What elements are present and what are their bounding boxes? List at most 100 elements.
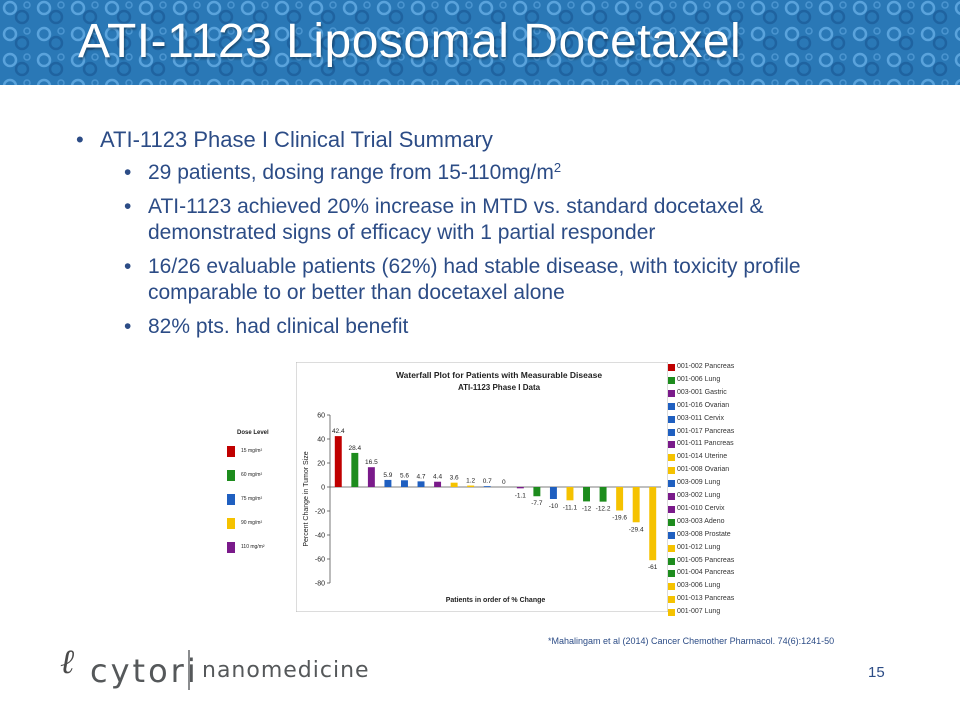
patient-label: 001-006 Lung (677, 375, 721, 383)
chart-subtitle: ATI-1123 Phase I Data (458, 383, 541, 392)
bar (632, 487, 640, 523)
patient-label: 001-004 Pancreas (677, 569, 735, 577)
patient-label: 001-013 Pancreas (677, 595, 735, 603)
patient-label: 001-005 Pancreas (677, 556, 735, 564)
bar-value-label: 4.4 (433, 474, 442, 481)
bar (467, 485, 475, 487)
bar (533, 487, 541, 497)
patient-swatch (668, 376, 675, 384)
patient-legend-item: 001-006 Lung (668, 375, 758, 387)
bar (417, 481, 425, 487)
patient-legend-item: 003-006 Lung (668, 581, 758, 593)
patient-legend-item: 003-008 Prostate (668, 530, 758, 542)
patient-label: 003-008 Prostate (677, 530, 731, 538)
dose-swatch (227, 518, 235, 529)
y-tick-label: 60 (317, 413, 325, 420)
bar-value-label: -1.1 (515, 492, 527, 499)
bar (616, 487, 624, 511)
y-tick-label: 40 (317, 437, 325, 444)
bullet-sub-text: 16/26 evaluable patients (62%) had stabl… (148, 255, 801, 304)
patient-swatch (668, 583, 675, 591)
citation: *Mahalingam et al (2014) Cancer Chemothe… (548, 636, 835, 646)
bar-value-label: 42.4 (332, 428, 345, 435)
bar (334, 436, 342, 487)
y-tick-label: 20 (317, 461, 325, 468)
patient-swatch (668, 389, 675, 397)
patient-label: 001-007 Lung (677, 608, 721, 616)
patient-legend-item: 003-001 Gastric (668, 388, 758, 400)
patient-swatch (668, 467, 675, 475)
dose-swatch (227, 542, 235, 553)
patient-legend-item: 001-013 Pancreas (668, 594, 758, 606)
bullet-sub-text: ATI-1123 achieved 20% increase in MTD vs… (148, 195, 764, 244)
dose-legend-item: 60 mg/m² (227, 470, 287, 482)
slide-title: ATI-1123 Liposomal Docetaxel (78, 15, 742, 68)
patient-swatch (668, 531, 675, 539)
patient-swatch (668, 441, 675, 449)
patient-legend-item: 001-007 Lung (668, 607, 758, 619)
bar (367, 467, 375, 487)
bullet-dot: • (76, 127, 84, 152)
patient-swatch (668, 402, 675, 410)
patient-swatch (668, 454, 675, 462)
patient-swatch (668, 570, 675, 578)
dose-swatch (227, 494, 235, 505)
patient-swatch (668, 518, 675, 526)
patient-label: 001-017 Pancreas (677, 427, 735, 435)
patient-label: 003-003 Adeno (677, 517, 725, 525)
bar (483, 486, 491, 487)
patient-label: 001-012 Lung (677, 543, 721, 551)
bar (583, 487, 591, 502)
patient-swatch (668, 364, 675, 371)
bar-value-label: -7.7 (531, 500, 543, 507)
logo-brand: cytori (90, 652, 199, 690)
bullet-sub-text: 29 patients, dosing range from 15-110mg/… (148, 161, 554, 184)
bar-value-label: -12.2 (596, 506, 611, 513)
patient-legend-item: 001-011 Pancreas (668, 439, 758, 451)
bullet-dot: • (124, 195, 132, 218)
bullet-sub: • 16/26 evaluable patients (62%) had sta… (76, 254, 876, 306)
bullet-main: • ATI-1123 Phase I Clinical Trial Summar… (76, 126, 876, 154)
patient-label: 003-006 Lung (677, 582, 721, 590)
patient-legend-item: 001-017 Pancreas (668, 427, 758, 439)
bar-value-label: -19.6 (612, 515, 627, 522)
waterfall-chart: Waterfall Plot for Patients with Measura… (296, 362, 668, 612)
banner-pattern (0, 0, 960, 85)
dose-legend-item: 75 mg/m² (227, 494, 287, 506)
bullet-sub: • 29 patients, dosing range from 15-110m… (76, 160, 876, 186)
dose-legend-title: Dose Level (237, 430, 269, 436)
cytori-logo: ℓ cytori nanomedicine (60, 640, 380, 700)
patient-legend-item: 003-002 Lung (668, 491, 758, 503)
y-tick-label: -80 (315, 581, 325, 588)
bar-value-label: -61 (648, 564, 658, 571)
logo-divider (188, 650, 190, 690)
dose-label: 75 mg/m² (241, 496, 263, 502)
patient-legend-item: 001-005 Pancreas (668, 556, 758, 568)
patient-swatch (668, 428, 675, 436)
patient-label: 001-002 Pancreas (677, 363, 735, 370)
y-tick-label: 0 (321, 485, 325, 492)
bar (434, 481, 442, 487)
bar (599, 487, 607, 502)
bullet-dot: • (124, 315, 132, 338)
bar-value-label: -29.4 (629, 526, 644, 533)
bar-value-label: 1.2 (466, 478, 475, 485)
patient-label: 003-002 Lung (677, 492, 721, 499)
dose-label: 15 mg/m² (241, 448, 263, 454)
patient-swatch (668, 557, 675, 565)
bar (450, 482, 458, 487)
patient-label: 001-016 Ovarian (677, 401, 730, 409)
patient-swatch (668, 493, 675, 500)
bar-value-label: 28.4 (348, 445, 361, 452)
y-axis-label: Percent Change in Tumor Size (303, 451, 310, 546)
dose-legend-item: 110 mg/m² (227, 542, 287, 554)
bar (549, 487, 557, 499)
bullet-sub: • ATI-1123 achieved 20% increase in MTD … (76, 194, 876, 246)
patient-swatch (668, 609, 675, 617)
bar-value-label: 0 (502, 479, 506, 486)
bar (566, 487, 574, 501)
bar-value-label: -10 (549, 503, 559, 510)
bar-value-label: 0.7 (483, 478, 492, 485)
superscript: 2 (553, 160, 562, 175)
patient-swatch (668, 596, 675, 604)
